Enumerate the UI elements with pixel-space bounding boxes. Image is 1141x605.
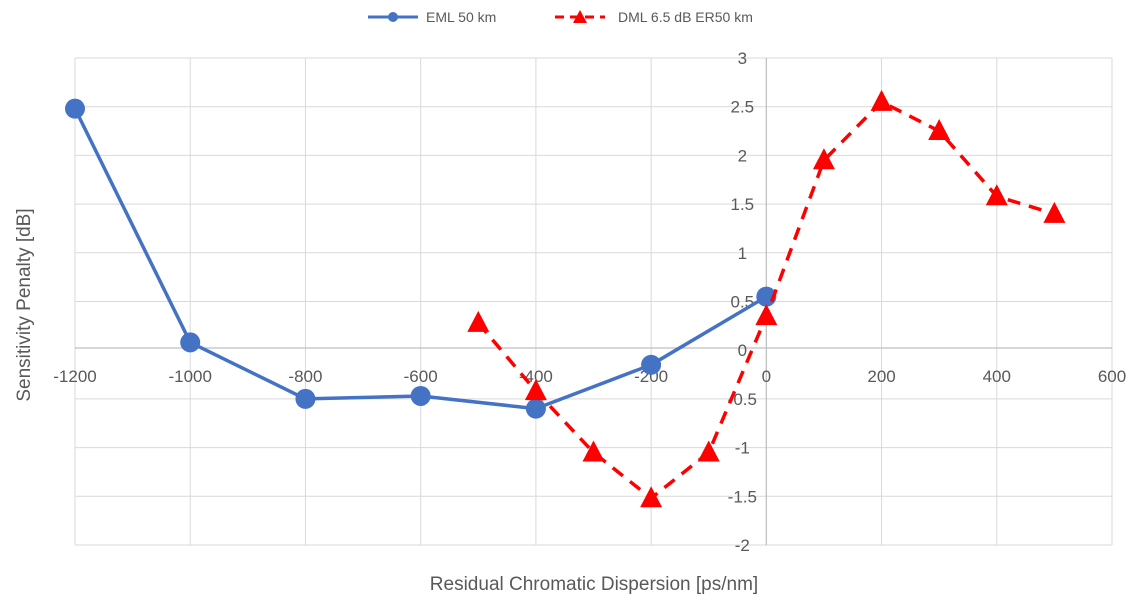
x-tick-label: -600 — [404, 367, 438, 386]
data-point — [410, 385, 431, 406]
data-point — [467, 310, 490, 332]
data-point — [65, 98, 85, 119]
legend-label-eml: EML 50 km — [426, 9, 496, 25]
y-tick-label: -2 — [735, 536, 750, 555]
data-point — [295, 388, 316, 409]
data-point — [697, 440, 720, 462]
data-point — [756, 286, 777, 307]
y-tick-label: 2 — [738, 146, 747, 165]
data-point — [928, 119, 951, 141]
data-point — [870, 89, 893, 111]
data-point — [755, 304, 778, 326]
data-point — [582, 440, 605, 462]
y-axis-title: Sensitivity Penalty [dB] — [14, 208, 35, 401]
y-tick-label: 0 — [738, 341, 747, 360]
y-tick-label: -1 — [735, 439, 750, 458]
series-2 — [467, 89, 1066, 508]
data-point — [812, 148, 835, 170]
x-tick-label: 200 — [867, 367, 895, 386]
legend-marker-eml — [388, 12, 398, 22]
x-tick-label: -1000 — [168, 367, 211, 386]
legend: EML 50 km DML 6.5 dB ER50 km — [368, 9, 753, 25]
y-tick-labels: -2-1.5-1-0.500.511.522.53 — [728, 49, 757, 555]
data-point — [640, 486, 663, 508]
y-tick-label: 1 — [738, 244, 747, 263]
y-tick-label: 2.5 — [731, 98, 755, 117]
x-axis-title: Residual Chromatic Dispersion [ps/nm] — [430, 574, 758, 595]
x-tick-label: -200 — [634, 367, 668, 386]
data-point — [1043, 201, 1066, 223]
data-point — [525, 398, 546, 419]
data-point — [524, 379, 547, 401]
x-tick-label: 0 — [762, 367, 771, 386]
legend-marker-dml — [573, 10, 587, 23]
series-1 — [65, 98, 777, 419]
grid — [74, 57, 1113, 546]
series — [65, 89, 1066, 508]
x-tick-label: -1200 — [53, 367, 96, 386]
data-point — [180, 332, 201, 353]
y-tick-label: 3 — [738, 49, 747, 68]
x-tick-label: 400 — [983, 367, 1011, 386]
legend-label-dml: DML 6.5 dB ER50 km — [618, 9, 753, 25]
x-tick-labels: -1200 -1000 -800 -600 -400 -200 0 200 400 600 — [53, 367, 1126, 386]
x-tick-label: -800 — [288, 367, 322, 386]
data-point — [985, 184, 1008, 206]
y-tick-label: 0.5 — [731, 293, 755, 312]
y-tick-label: -1.5 — [728, 487, 757, 506]
y-tick-label: 1.5 — [731, 195, 755, 214]
data-point — [641, 354, 662, 375]
x-tick-label: 600 — [1098, 367, 1126, 386]
